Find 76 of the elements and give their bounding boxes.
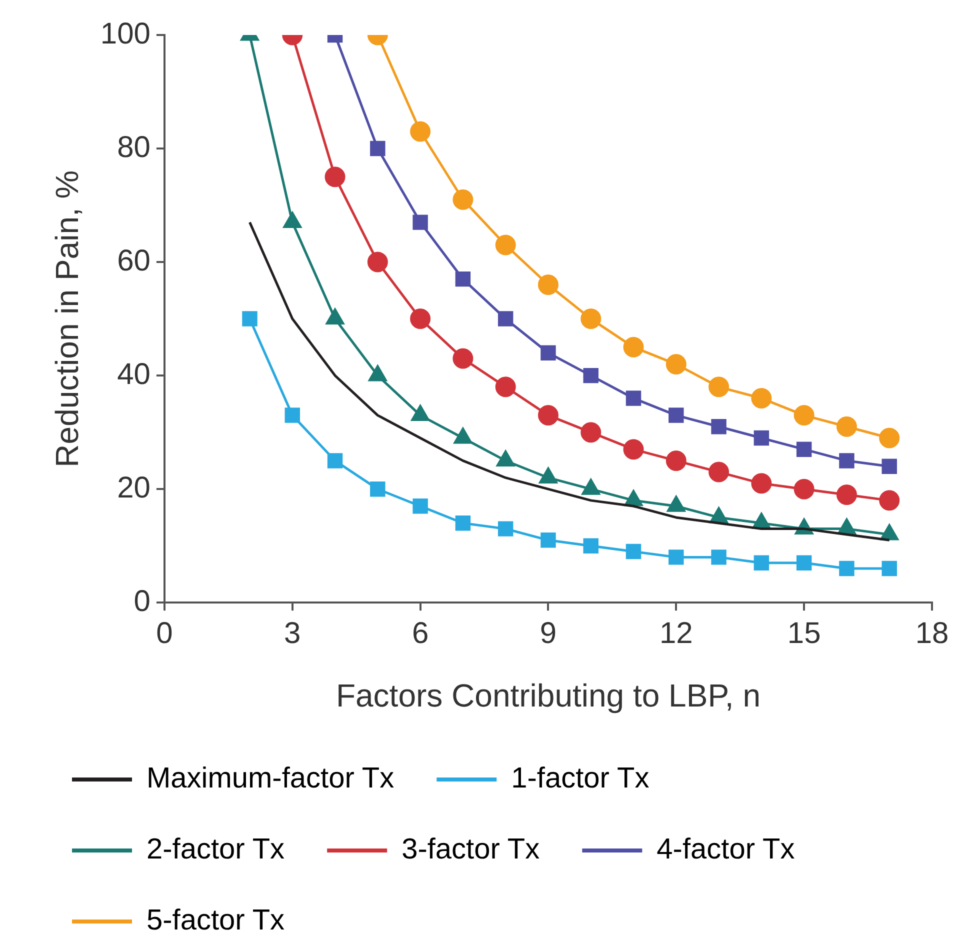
point (796, 555, 812, 570)
point (495, 376, 516, 398)
point (327, 453, 343, 468)
point (666, 450, 686, 471)
point (751, 388, 772, 409)
x-tick-label: 18 (915, 616, 949, 650)
point (751, 473, 772, 494)
point (498, 311, 514, 326)
point (410, 121, 431, 142)
point (324, 166, 346, 188)
point (410, 308, 431, 330)
x-tick-label: 9 (540, 616, 557, 650)
point (626, 544, 642, 560)
point (839, 560, 854, 576)
point (711, 550, 726, 565)
y-tick-label: 60 (117, 244, 150, 278)
point (623, 336, 644, 358)
point (754, 555, 770, 570)
point (580, 308, 602, 330)
y-axis-title: Reduction in Pain, % (49, 170, 86, 468)
point (668, 408, 684, 423)
point (708, 376, 730, 398)
point (540, 345, 556, 360)
legend-label: 3-factor Tx (402, 834, 540, 866)
point (882, 458, 897, 474)
y-tick-label: 40 (117, 358, 150, 391)
point (583, 538, 598, 554)
point (668, 550, 684, 565)
point (455, 516, 471, 531)
point (370, 481, 386, 497)
legend-label: 5-factor Tx (146, 904, 286, 936)
point (754, 430, 770, 446)
point (711, 419, 726, 434)
point (412, 498, 428, 514)
point (666, 354, 686, 374)
x-tick-label: 0 (156, 616, 173, 650)
point (839, 453, 854, 468)
legend-label: 1-factor Tx (511, 762, 650, 794)
point (538, 274, 558, 295)
point (879, 490, 900, 511)
point (498, 521, 514, 536)
y-tick-label: 20 (117, 471, 150, 504)
point (284, 408, 300, 423)
y-tick-label: 80 (117, 130, 150, 164)
point (794, 405, 814, 426)
point (242, 311, 258, 326)
x-tick-label: 6 (412, 616, 429, 650)
point (495, 234, 516, 256)
point (583, 368, 598, 384)
point (452, 189, 474, 210)
legend-label: 4-factor Tx (656, 834, 796, 866)
y-tick-label: 0 (134, 584, 150, 618)
point (879, 428, 900, 448)
point (626, 390, 642, 406)
x-tick-label: 12 (659, 616, 693, 650)
point (370, 140, 386, 156)
point (836, 484, 857, 506)
point (540, 532, 556, 548)
legend-label: Maximum-factor Tx (146, 762, 395, 794)
point (708, 462, 730, 482)
point (796, 442, 812, 457)
point (367, 252, 388, 272)
point (538, 405, 558, 426)
x-tick-label: 15 (787, 616, 821, 650)
x-axis-title: Factors Contributing to LBP, n (336, 678, 760, 714)
point (452, 348, 474, 369)
point (623, 439, 644, 460)
point (882, 560, 897, 576)
y-tick-label: 100 (100, 17, 150, 50)
point (836, 416, 857, 437)
point (580, 422, 602, 443)
point (455, 271, 471, 287)
legend-label: 2-factor Tx (146, 834, 286, 866)
point (794, 478, 814, 500)
point (412, 214, 428, 230)
x-tick-label: 3 (284, 616, 301, 650)
